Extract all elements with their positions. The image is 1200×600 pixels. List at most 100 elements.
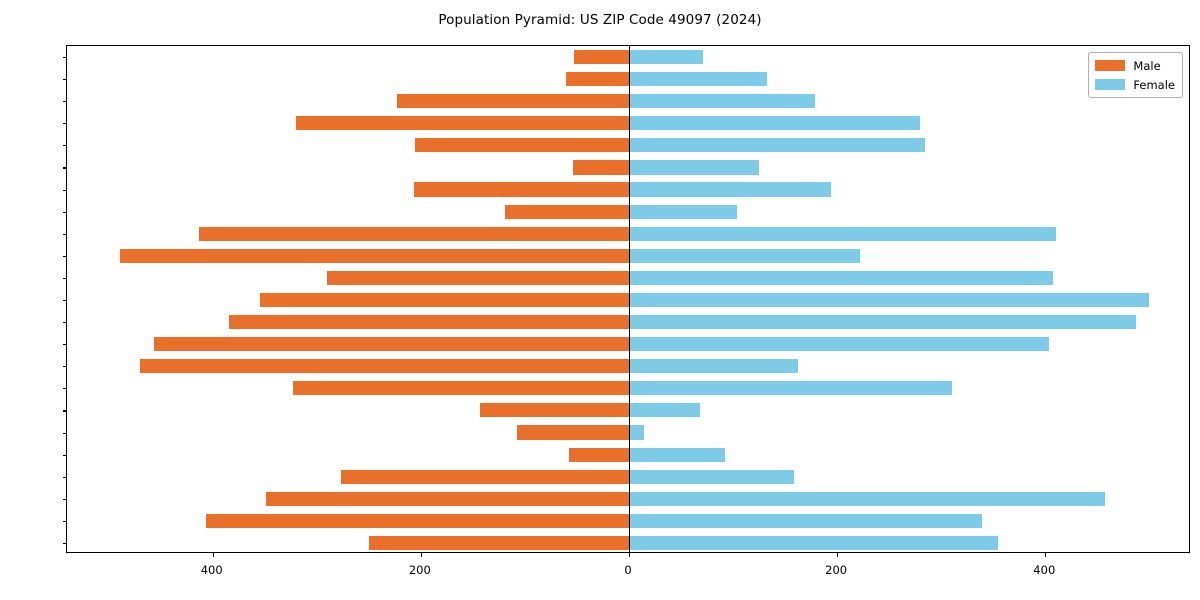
bar-male[interactable] bbox=[295, 116, 629, 131]
bar-male[interactable] bbox=[505, 204, 629, 219]
bar-row bbox=[67, 359, 1189, 374]
bar-female[interactable] bbox=[629, 49, 703, 65]
bar-row bbox=[67, 315, 1189, 330]
bar-female[interactable] bbox=[629, 359, 798, 374]
x-tick-label: 400 bbox=[1033, 563, 1056, 577]
bar-row bbox=[67, 226, 1189, 241]
y-tick-mark bbox=[62, 277, 67, 279]
plot-area: Male Female bbox=[62, 45, 1190, 557]
bar-row bbox=[67, 292, 1189, 308]
bar-female[interactable] bbox=[629, 204, 738, 219]
bar-female[interactable] bbox=[629, 447, 725, 462]
bar-male[interactable] bbox=[292, 381, 629, 396]
y-tick-mark bbox=[62, 79, 67, 81]
y-tick-mark bbox=[62, 344, 67, 346]
chart-title: Population Pyramid: US ZIP Code 49097 (2… bbox=[438, 12, 762, 28]
y-tick-mark bbox=[62, 189, 67, 191]
bar-male[interactable] bbox=[565, 72, 629, 87]
y-tick-mark bbox=[62, 454, 67, 456]
bar-row bbox=[67, 381, 1189, 396]
legend-swatch-male bbox=[1095, 60, 1126, 71]
bar-male[interactable] bbox=[259, 292, 629, 308]
bar-male[interactable] bbox=[199, 226, 629, 241]
chart-legend: Male Female bbox=[1088, 52, 1183, 98]
y-tick-mark bbox=[62, 542, 67, 545]
legend-label-male: Male bbox=[1133, 58, 1161, 73]
bar-male[interactable] bbox=[516, 425, 629, 440]
y-tick-mark bbox=[62, 410, 67, 412]
bar-male[interactable] bbox=[327, 270, 629, 285]
bar-male[interactable] bbox=[206, 513, 629, 528]
legend-swatch-female bbox=[1095, 79, 1126, 90]
bar-female[interactable] bbox=[629, 270, 1053, 285]
bar-female[interactable] bbox=[629, 182, 831, 197]
bar-female[interactable] bbox=[629, 381, 952, 396]
bar-female[interactable] bbox=[629, 116, 921, 131]
bar-male[interactable] bbox=[120, 248, 629, 263]
bar-male[interactable] bbox=[480, 403, 629, 418]
bars-layer bbox=[67, 46, 1189, 552]
bar-male[interactable] bbox=[139, 359, 629, 374]
x-tick-label: 200 bbox=[408, 563, 431, 577]
bar-female[interactable] bbox=[629, 337, 1050, 352]
bar-female[interactable] bbox=[629, 292, 1150, 308]
bar-female[interactable] bbox=[629, 138, 925, 153]
bar-row bbox=[67, 403, 1189, 418]
bar-male[interactable] bbox=[413, 182, 629, 197]
bar-row bbox=[67, 491, 1189, 506]
bar-female[interactable] bbox=[629, 315, 1136, 330]
bar-male[interactable] bbox=[572, 160, 629, 175]
bar-row bbox=[67, 49, 1189, 65]
bar-row bbox=[67, 160, 1189, 175]
y-tick-mark bbox=[62, 167, 67, 169]
bar-female[interactable] bbox=[629, 72, 768, 87]
bar-row bbox=[67, 204, 1189, 219]
bar-row bbox=[67, 469, 1189, 484]
bar-male[interactable] bbox=[368, 535, 629, 550]
bar-male[interactable] bbox=[396, 94, 629, 109]
y-tick-mark bbox=[62, 233, 67, 235]
bar-row bbox=[67, 425, 1189, 440]
bar-female[interactable] bbox=[629, 94, 816, 109]
bar-female[interactable] bbox=[629, 425, 644, 440]
y-tick-mark bbox=[62, 57, 67, 59]
legend-entry-female[interactable]: Female bbox=[1095, 77, 1175, 92]
x-tick-label: 0 bbox=[624, 563, 632, 577]
legend-entry-male[interactable]: Male bbox=[1095, 58, 1175, 73]
x-tick-mark bbox=[1045, 552, 1047, 557]
bar-male[interactable] bbox=[568, 447, 629, 462]
x-tick-label: 200 bbox=[825, 563, 848, 577]
y-tick-mark bbox=[62, 211, 67, 213]
bar-male[interactable] bbox=[340, 469, 629, 484]
bar-row bbox=[67, 337, 1189, 352]
bar-male[interactable] bbox=[573, 49, 629, 65]
bar-row bbox=[67, 182, 1189, 197]
y-tick-mark bbox=[62, 432, 67, 434]
bar-male[interactable] bbox=[265, 491, 629, 506]
bar-female[interactable] bbox=[629, 226, 1056, 241]
x-tick-mark bbox=[212, 552, 214, 557]
bar-row bbox=[67, 94, 1189, 109]
y-tick-mark bbox=[62, 476, 67, 478]
bar-male[interactable] bbox=[154, 337, 629, 352]
x-tick-mark bbox=[629, 552, 631, 557]
bar-female[interactable] bbox=[629, 491, 1105, 506]
bar-female[interactable] bbox=[629, 469, 795, 484]
bar-male[interactable] bbox=[229, 315, 629, 330]
bar-female[interactable] bbox=[629, 160, 760, 175]
y-tick-mark bbox=[62, 123, 67, 125]
bar-row bbox=[67, 116, 1189, 131]
legend-label-female: Female bbox=[1133, 77, 1175, 92]
bar-row bbox=[67, 270, 1189, 285]
bar-female[interactable] bbox=[629, 535, 999, 550]
bar-row bbox=[67, 248, 1189, 263]
x-tick-label: 400 bbox=[200, 563, 223, 577]
bar-female[interactable] bbox=[629, 403, 700, 418]
y-tick-mark bbox=[62, 101, 67, 103]
y-tick-mark bbox=[62, 388, 67, 390]
bar-female[interactable] bbox=[629, 248, 861, 263]
bar-male[interactable] bbox=[414, 138, 629, 153]
y-tick-mark bbox=[62, 366, 67, 368]
bar-female[interactable] bbox=[629, 513, 982, 528]
